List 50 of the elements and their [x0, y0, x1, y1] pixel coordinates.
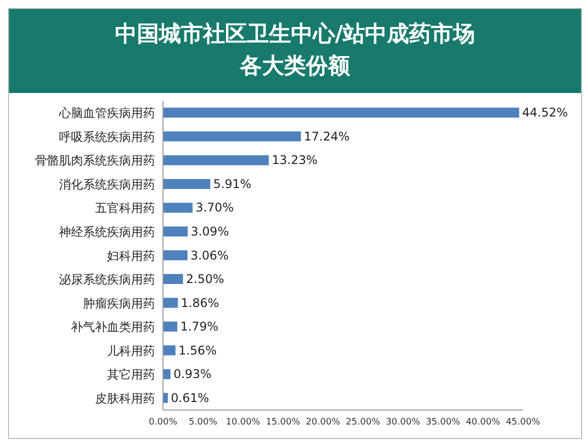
x-tick-label: 35.00%	[426, 417, 461, 428]
bar	[163, 250, 188, 260]
y-tick-label: 心脑血管疾病用药	[58, 106, 155, 120]
y-tick-label: 消化系统疾病用药	[59, 177, 155, 192]
x-tick-label: 40.00%	[466, 417, 501, 428]
bar	[163, 298, 178, 308]
x-tick-label: 30.00%	[386, 417, 421, 428]
bar	[163, 155, 269, 166]
data-label: 3.70%	[196, 200, 234, 215]
bar	[163, 392, 168, 403]
bar	[163, 345, 176, 356]
bar	[163, 322, 178, 332]
bar	[163, 178, 210, 189]
x-tick-label: 25.00%	[346, 417, 381, 428]
y-tick-label: 泌尿系统疾病用药	[59, 272, 155, 287]
x-tick-label: 5.00%	[188, 417, 218, 428]
y-tick-label: 补气补血类用药	[71, 320, 155, 334]
y-tick-label: 骨骼肌肉系统疾病用药	[35, 154, 155, 168]
y-tick-label: 五官科用药	[95, 201, 155, 216]
y-tick-label: 神经系统疾病用药	[59, 224, 155, 239]
data-label: 3.06%	[190, 248, 229, 262]
y-tick-label: 呼吸系统疾病用药	[59, 130, 155, 144]
x-tick-label: 45.00%	[506, 417, 541, 428]
y-tick-label: 皮肤科用药	[95, 391, 155, 406]
x-tick-label: 10.00%	[226, 417, 261, 428]
data-label: 1.86%	[180, 296, 220, 310]
data-label: 44.52%	[522, 106, 568, 120]
chart-title: 中国城市社区卫生中心/站中成药市场各大类份额	[114, 20, 476, 81]
y-tick-label: 肿瘤疾病用药	[83, 296, 155, 310]
bar	[163, 108, 520, 118]
y-tick-label: 其它用药	[107, 368, 155, 382]
bar	[163, 369, 170, 380]
data-label: 0.93%	[173, 367, 212, 382]
bar	[163, 202, 193, 213]
data-label: 3.09%	[190, 224, 229, 238]
x-tick-label: 15.00%	[266, 417, 301, 428]
data-label: 1.56%	[178, 343, 217, 358]
data-label: 2.50%	[186, 272, 224, 286]
data-label: 0.61%	[170, 390, 210, 405]
bar	[163, 131, 301, 142]
bar	[163, 226, 188, 236]
x-tick-label: 0.00%	[148, 417, 178, 428]
data-label: 13.23%	[272, 153, 318, 168]
data-label: 5.91%	[213, 176, 252, 191]
data-label: 17.24%	[304, 129, 350, 144]
x-tick-label: 20.00%	[306, 417, 341, 428]
y-tick-label: 妇科用药	[107, 248, 155, 263]
bar	[163, 274, 183, 284]
data-label: 1.79%	[180, 320, 218, 334]
y-tick-label: 儿科用药	[107, 344, 155, 358]
